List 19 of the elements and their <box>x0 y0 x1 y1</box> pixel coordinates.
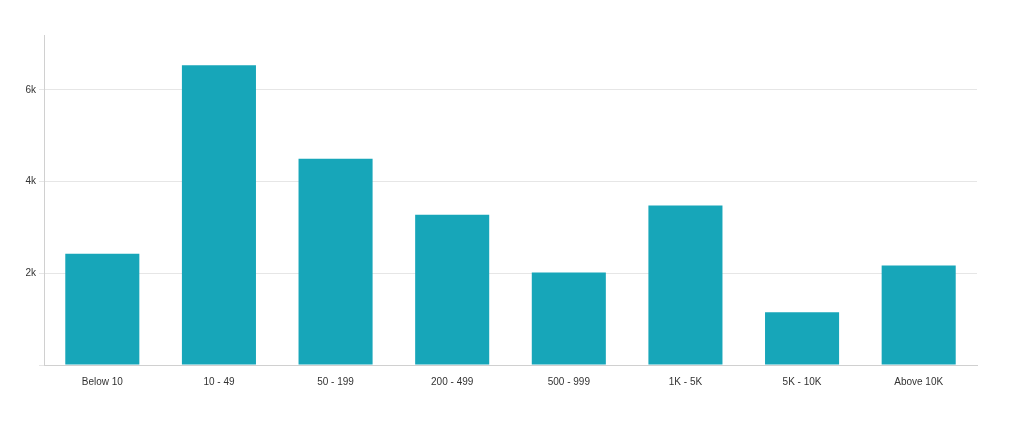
y-tick-label: 6k <box>25 83 37 95</box>
x-tick-label: 5K - 10K <box>782 375 822 387</box>
y-tick-label: 2k <box>25 267 37 279</box>
bar <box>765 312 840 365</box>
bar <box>181 65 256 365</box>
bar <box>648 205 723 365</box>
y-tick-label: 4k <box>25 175 37 187</box>
x-tick-label: 500 - 999 <box>547 375 591 387</box>
x-tick-label: Above 10K <box>894 375 944 387</box>
x-tick-label: 200 - 499 <box>431 375 474 387</box>
bar <box>531 272 606 365</box>
bar <box>415 214 490 365</box>
x-tick-label: Below 10 <box>81 375 124 387</box>
x-tick-label: 1K - 5K <box>668 375 703 387</box>
x-tick-label: 50 - 199 <box>317 375 355 387</box>
bar <box>65 253 140 365</box>
x-tick-label: 10 - 49 <box>203 375 235 387</box>
bar <box>298 158 373 365</box>
bar <box>881 265 956 365</box>
